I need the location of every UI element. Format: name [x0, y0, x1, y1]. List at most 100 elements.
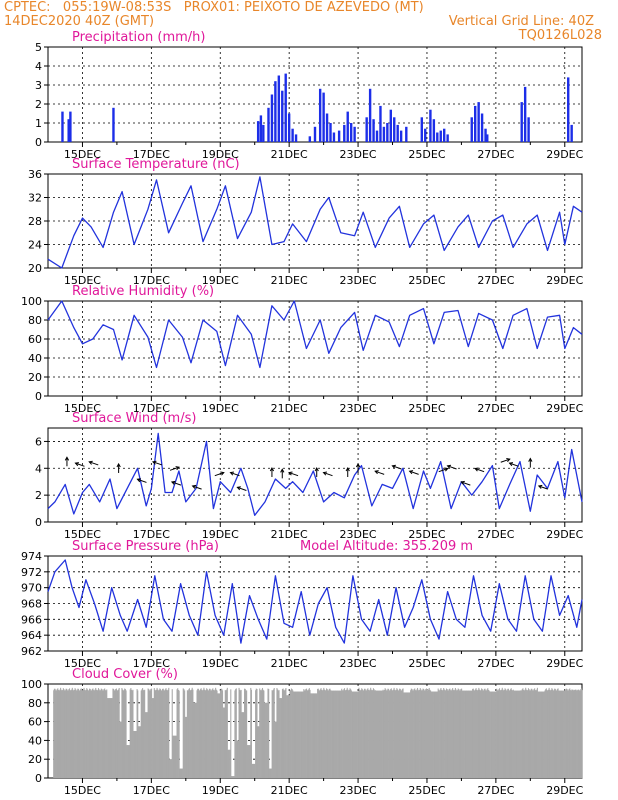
cloud-bar — [377, 690, 379, 778]
cloud-bar — [230, 776, 233, 778]
precip-bar — [439, 130, 442, 142]
cloud-bar — [243, 712, 245, 778]
cloud-bar — [235, 688, 237, 778]
precip-bar — [294, 134, 298, 142]
cloud-bar — [487, 688, 489, 778]
wind-arrow-head — [374, 470, 379, 475]
cloud-bar — [226, 689, 228, 778]
cloud-bar — [434, 691, 436, 778]
cloud-bar — [427, 690, 429, 778]
x-tick-label: 25DEC — [408, 657, 445, 670]
cloud-bar — [363, 690, 365, 778]
wind-arrow — [237, 486, 247, 491]
precip-bar — [332, 132, 336, 142]
cloud-bar — [205, 690, 207, 778]
header-init-time: 14DEC2020 40Z (GMT) — [4, 14, 155, 29]
cloud-bar — [128, 745, 131, 778]
cloud-bar — [510, 688, 512, 778]
header-model: TQ0126L028 — [518, 28, 602, 43]
cloud-bar — [346, 689, 348, 778]
cloud-bar — [420, 689, 422, 778]
cloud-bar — [402, 688, 404, 778]
cloud-bar — [296, 691, 298, 778]
cloud-bar — [66, 690, 69, 778]
cloud-bar — [173, 735, 175, 778]
cloud-bar — [463, 690, 465, 778]
cloud-bar — [419, 688, 421, 778]
cloud-bar — [436, 691, 438, 778]
cloud-bar — [253, 763, 255, 778]
x-tick-label: 27DEC — [477, 784, 514, 797]
cloud-bar — [401, 690, 403, 778]
cloud-bar — [169, 759, 171, 778]
cloud-bar — [60, 687, 62, 778]
cloud-bar — [198, 690, 200, 778]
cloud-bar — [394, 689, 396, 778]
x-tick-label: 23DEC — [340, 528, 377, 541]
precip-bar — [274, 81, 277, 142]
precip-bar — [313, 126, 317, 142]
cloud-bar — [155, 689, 157, 778]
cloud-bar — [487, 689, 490, 778]
cloud-bar — [383, 689, 385, 778]
cloud-bar — [147, 688, 149, 778]
cloud-bar — [534, 688, 536, 778]
cloud-bar — [74, 688, 76, 778]
cloud-bar — [66, 688, 68, 778]
cloud-bar — [352, 691, 354, 778]
precip-bar — [368, 88, 372, 142]
cloud-bar — [200, 688, 202, 778]
x-tick-label: 17DEC — [133, 148, 170, 161]
cloud-bar — [390, 688, 392, 778]
cloud-bar — [212, 688, 214, 778]
cloud-bar — [257, 726, 259, 778]
cloud-bar — [159, 689, 162, 778]
cloud-bar — [64, 690, 66, 778]
cloud-bar — [116, 690, 118, 778]
y-tick-label: 20 — [28, 262, 42, 275]
cloud-bar — [441, 689, 443, 778]
cloud-bar — [187, 690, 189, 778]
cloud-bar — [233, 776, 235, 778]
cloud-bar — [492, 691, 494, 778]
cloud-bar — [422, 688, 424, 778]
cloud-bar — [80, 688, 82, 778]
cloud-bar — [388, 690, 390, 778]
cloud-bar — [95, 689, 97, 778]
cloud-bar — [306, 690, 308, 778]
cloud-bar — [417, 689, 419, 778]
cloud-bar — [87, 690, 89, 778]
cloud-bar — [309, 689, 311, 778]
cloud-bar — [454, 689, 456, 778]
cloud-bar — [553, 690, 555, 778]
cloud-bar — [279, 698, 281, 778]
cloud-bar — [53, 690, 55, 778]
cloud-bar — [371, 690, 373, 778]
cloud-bar — [137, 690, 139, 778]
cloud-bar — [405, 692, 408, 778]
cloud-bar — [432, 691, 434, 778]
cloud-bar — [213, 690, 215, 778]
cloud-bar — [157, 690, 159, 778]
cloud-bar — [126, 745, 128, 778]
cloud-bar — [525, 687, 527, 778]
cloud-bar — [518, 690, 520, 778]
cloud-bar — [547, 690, 549, 778]
cloud-bar — [239, 690, 241, 778]
cloud-bar — [312, 693, 315, 778]
cloud-bar — [120, 721, 122, 778]
x-tick-label: 27DEC — [477, 148, 514, 161]
x-tick-label: 27DEC — [477, 657, 514, 670]
cloud-bar — [202, 689, 204, 778]
cloud-bar — [302, 691, 304, 778]
x-tick-label: 19DEC — [202, 148, 239, 161]
cloud-bar — [376, 690, 378, 778]
cloud-bar — [379, 690, 381, 778]
wind-arrow — [375, 470, 385, 475]
cloud-bar — [389, 690, 391, 778]
cloud-bar — [119, 721, 121, 778]
wind-arrow-head — [280, 468, 285, 473]
x-tick-label: 21DEC — [271, 274, 308, 287]
precip-bar — [267, 107, 270, 142]
